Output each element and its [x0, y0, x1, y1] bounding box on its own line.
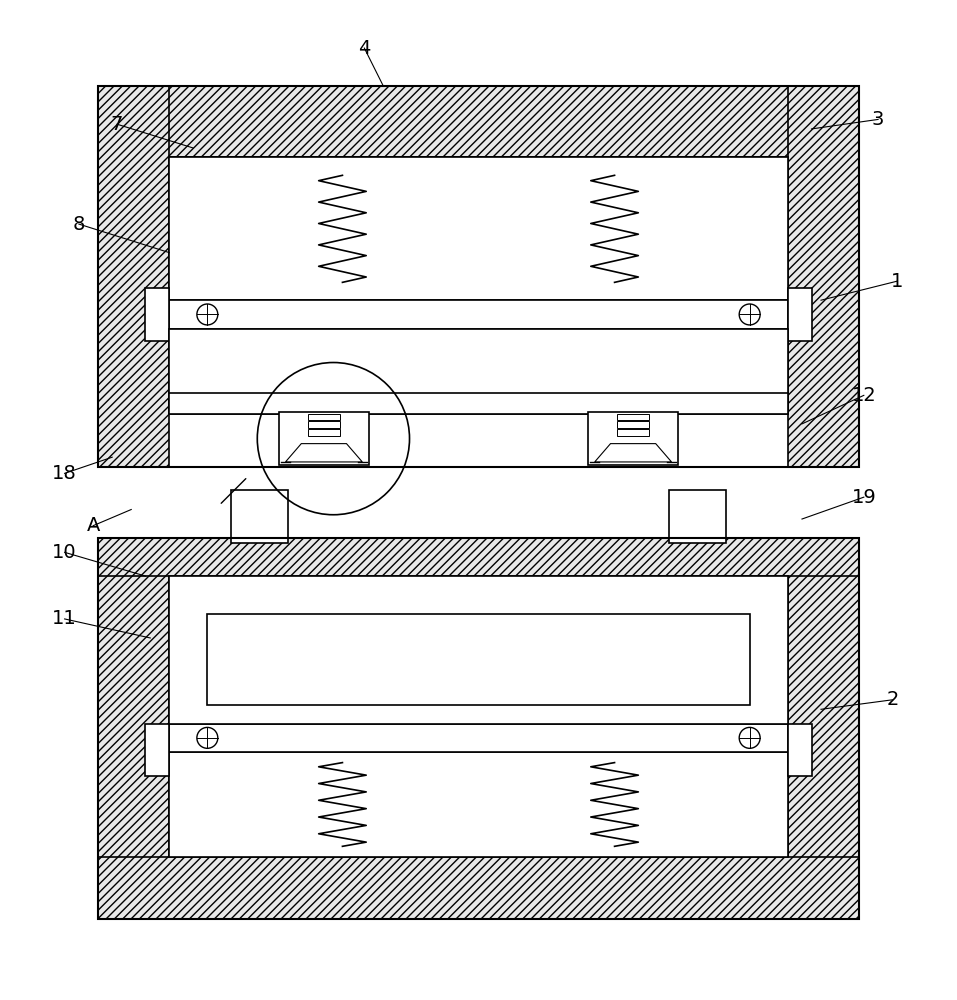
- Bar: [788, 288, 812, 341]
- Text: 11: 11: [53, 609, 77, 628]
- Bar: [98, 538, 859, 576]
- Text: 19: 19: [852, 488, 877, 507]
- Bar: [169, 752, 788, 857]
- Bar: [308, 414, 340, 420]
- Bar: [617, 421, 649, 428]
- Bar: [169, 157, 788, 300]
- Text: 1: 1: [891, 272, 903, 291]
- Bar: [98, 86, 859, 157]
- Bar: [308, 421, 340, 428]
- Bar: [169, 329, 788, 414]
- Bar: [788, 724, 812, 776]
- Text: 2: 2: [886, 690, 899, 709]
- Bar: [308, 429, 340, 436]
- Bar: [98, 538, 169, 919]
- Bar: [788, 538, 859, 919]
- Bar: [208, 614, 749, 705]
- Bar: [617, 429, 649, 436]
- Bar: [669, 490, 725, 543]
- Text: 4: 4: [358, 39, 370, 58]
- Bar: [169, 393, 788, 414]
- Text: 10: 10: [53, 543, 77, 562]
- Bar: [98, 86, 169, 467]
- Polygon shape: [594, 444, 672, 462]
- Bar: [169, 724, 788, 752]
- Text: 7: 7: [111, 115, 123, 134]
- Text: 18: 18: [53, 464, 77, 483]
- Text: 8: 8: [73, 215, 85, 234]
- Bar: [617, 414, 649, 420]
- Bar: [169, 576, 788, 724]
- Bar: [145, 288, 169, 341]
- Bar: [169, 300, 788, 329]
- Bar: [98, 538, 859, 919]
- Text: 12: 12: [852, 386, 877, 405]
- Bar: [788, 86, 859, 467]
- Bar: [278, 412, 369, 465]
- Polygon shape: [285, 444, 363, 462]
- Text: 3: 3: [872, 110, 884, 129]
- Bar: [98, 86, 859, 467]
- Bar: [232, 490, 288, 543]
- Text: A: A: [86, 516, 100, 535]
- Bar: [98, 857, 859, 919]
- Bar: [588, 412, 679, 465]
- Bar: [145, 724, 169, 776]
